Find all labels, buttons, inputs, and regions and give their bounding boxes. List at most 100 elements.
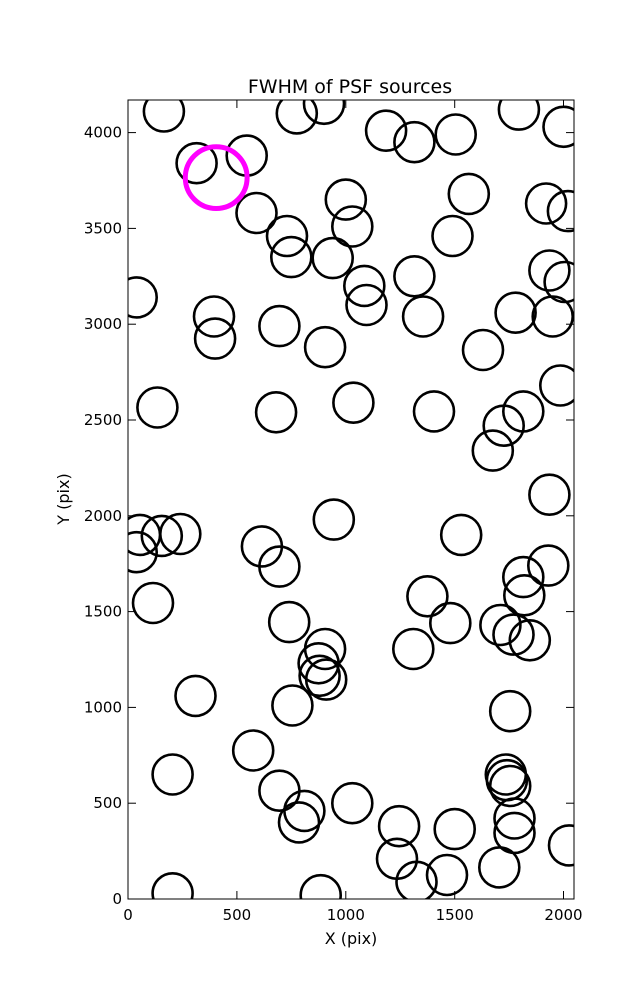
psf-source-marker-52 (501, 555, 545, 599)
psf-source-marker-56 (131, 581, 175, 625)
psf-source-marker-7 (364, 109, 408, 152)
psf-source-marker-82 (493, 797, 536, 840)
psf-source-marker-55 (406, 574, 449, 618)
x-tick-label: 500 (223, 906, 252, 924)
psf-source-marker-74 (151, 753, 194, 796)
psf-source-marker-43 (528, 473, 571, 517)
x-tick-label: 1000 (327, 906, 365, 924)
psf-source-marker-62 (391, 627, 435, 671)
psf-source-marker-5 (275, 100, 319, 135)
psf-source-marker-36 (136, 386, 179, 429)
psf-source-marker-75 (258, 769, 301, 813)
psf-source-marker-18 (269, 235, 313, 279)
y-tick-label: 2500 (84, 411, 122, 429)
psf-source-marker-42 (471, 429, 515, 472)
psf-source-marker-57 (267, 600, 311, 644)
psf-source-marker-84 (477, 846, 521, 889)
psf-source-marker-65 (298, 654, 341, 698)
highlighted-source-marker (182, 144, 250, 212)
psf-source-marker-59 (479, 603, 522, 647)
psf-source-marker-23 (393, 254, 436, 298)
psf-source-marker-17 (265, 214, 309, 258)
psf-source-marker-19 (311, 236, 355, 280)
y-tick-label: 4000 (84, 124, 122, 142)
psf-source-marker-11 (542, 105, 574, 149)
psf-source-marker-79 (377, 804, 421, 848)
psf-source-marker-61 (508, 618, 552, 662)
psf-source-marker-8 (393, 120, 436, 164)
psf-source-marker-32 (461, 328, 505, 372)
psf-source-marker-1 (142, 100, 186, 133)
psf-source-marker-6 (302, 100, 346, 126)
psf-source-marker-88 (151, 872, 194, 899)
psf-source-marker-29 (258, 304, 301, 348)
psf-source-marker-48 (140, 514, 184, 558)
psf-source-marker-4 (235, 191, 278, 235)
psf-source-marker-45 (439, 513, 483, 557)
psf-source-marker-27 (192, 295, 236, 338)
psf-source-marker-38 (332, 381, 375, 425)
psf-source-marker-58 (428, 601, 472, 645)
psf-source-marker-9 (434, 113, 478, 156)
x-tick-label: 0 (123, 906, 133, 924)
psf-source-marker-34 (531, 295, 574, 338)
psf-source-marker-16 (546, 189, 574, 233)
psf-source-marker-31 (401, 295, 445, 338)
psf-source-marker-37 (254, 390, 298, 434)
psf-source-marker-53 (526, 544, 570, 587)
y-tick-label: 1500 (84, 603, 122, 621)
psf-source-marker-60 (492, 613, 535, 656)
psf-source-marker-35 (539, 364, 574, 407)
y-tick-label: 500 (93, 794, 122, 812)
psf-source-marker-78 (330, 781, 374, 825)
plot-area (128, 100, 574, 899)
psf-source-marker-66 (304, 658, 348, 701)
psf-source-marker-12 (324, 178, 368, 221)
psf-source-marker-22 (345, 283, 388, 327)
psf-source-marker-46 (128, 513, 162, 557)
psf-source-marker-54 (502, 573, 546, 617)
y-tick-label: 3000 (84, 315, 122, 333)
psf-source-marker-24 (528, 249, 571, 292)
psf-source-marker-85 (547, 824, 574, 867)
psf-source-marker-39 (412, 390, 456, 433)
psf-source-marker-21 (342, 264, 386, 308)
y-tick-label: 1000 (84, 698, 122, 716)
y-axis-label: Y (pix) (54, 473, 73, 525)
psf-source-marker-87 (425, 853, 469, 897)
psf-source-marker-14 (447, 172, 491, 216)
y-tick-label: 3500 (84, 219, 122, 237)
psf-source-marker-13 (330, 205, 374, 248)
psf-source-marker-86 (395, 860, 438, 899)
psf-source-marker-44 (312, 498, 356, 541)
psf-source-marker-89 (299, 873, 342, 899)
x-tick-label: 1500 (436, 906, 474, 924)
psf-source-marker-51 (258, 545, 301, 588)
psf-source-marker-49 (159, 512, 202, 556)
psf-source-marker-68 (271, 684, 314, 727)
psf-source-marker-20 (431, 214, 474, 258)
axis-ticks: 0 500 1000 1500 2000 0 500 1000 1500 2000 2500 3000… (84, 100, 583, 924)
psf-source-marker-2 (175, 141, 218, 185)
psf-source-marker-41 (501, 390, 545, 433)
psf-source-marker-67 (174, 674, 217, 718)
psf-source-marker-76 (283, 789, 326, 833)
psf-source-marker-47 (128, 530, 158, 574)
psf-source-marker-69 (488, 689, 532, 733)
psf-source-marker-15 (524, 182, 568, 225)
y-tick-label: 2000 (84, 507, 122, 525)
x-tick-label: 2000 (544, 906, 582, 924)
plot-frame (127, 99, 575, 900)
psf-source-marker-28 (193, 317, 237, 360)
psf-source-marker-77 (277, 801, 321, 844)
chart-title: FWHM of PSF sources (248, 76, 452, 98)
psf-source-marker-33 (494, 291, 537, 335)
psf-source-marker-26 (128, 276, 158, 319)
psf-source-marker-73 (488, 764, 532, 808)
x-axis-label: X (pix) (325, 929, 378, 948)
psf-source-marker-10 (497, 100, 541, 131)
psf-source-marker-81 (433, 807, 477, 851)
psf-source-marker-70 (231, 729, 275, 772)
psf-source-marker-30 (303, 325, 347, 369)
